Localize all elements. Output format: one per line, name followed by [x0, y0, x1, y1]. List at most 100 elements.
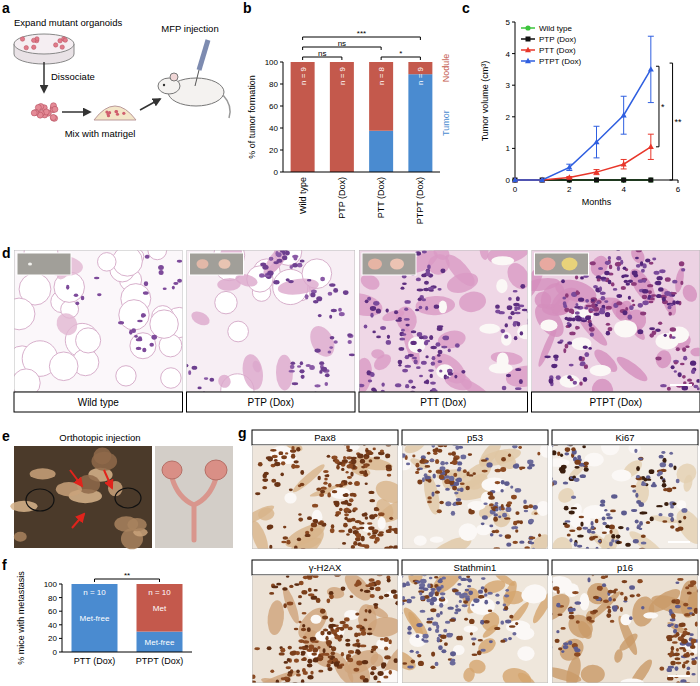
- cell: [108, 111, 111, 114]
- nucleus: [363, 618, 367, 621]
- nucleus: [336, 627, 342, 629]
- error-bar: [594, 126, 600, 158]
- nucleus: [447, 606, 453, 609]
- nucleus: [356, 527, 361, 529]
- nucleus: [254, 647, 260, 650]
- adipocyte: [150, 310, 178, 338]
- nucleus: [373, 301, 379, 306]
- nucleus: [484, 600, 488, 605]
- uterus: [172, 478, 216, 540]
- nucleus: [461, 370, 465, 374]
- image-label: γ-H2AX: [309, 562, 342, 573]
- label-box: [252, 430, 398, 445]
- nucleus: [638, 457, 643, 460]
- dish: [14, 34, 74, 54]
- nucleus: [662, 297, 666, 302]
- nucleus: [384, 646, 388, 650]
- nucleus: [296, 670, 300, 674]
- tissue: [550, 288, 575, 317]
- nucleus: [591, 297, 598, 302]
- nucleus: [319, 370, 322, 374]
- nucleus: [606, 323, 610, 326]
- nucleus: [481, 459, 487, 462]
- figure: abcdefgExpand mutant organoidsDissociate…: [0, 0, 700, 686]
- nucleus: [609, 530, 612, 534]
- nucleus: [66, 285, 69, 290]
- nucleus: [393, 658, 398, 663]
- nucleus: [436, 470, 443, 474]
- nucleus: [424, 381, 427, 384]
- nucleus: [372, 330, 376, 333]
- nucleus: [685, 346, 689, 349]
- x-axis-label: Months: [582, 197, 612, 207]
- adipocyte: [76, 328, 101, 353]
- nucleus: [324, 475, 329, 478]
- micrograph: [552, 575, 698, 683]
- nucleus: [504, 481, 510, 486]
- nucleus: [402, 369, 408, 373]
- nucleus: [371, 648, 376, 651]
- nucleus: [393, 594, 398, 599]
- error-bar: [648, 134, 654, 159]
- nucleus: [362, 660, 368, 664]
- nucleus: [331, 524, 335, 529]
- nucleus: [273, 280, 279, 284]
- y-axis-label: Tumor volume (cm³): [480, 61, 490, 142]
- panel-label: d: [2, 245, 11, 261]
- nucleus: [436, 485, 441, 487]
- lumen: [378, 517, 386, 530]
- nucleus: [515, 488, 521, 493]
- nucleus: [384, 637, 389, 642]
- nucleus: [364, 590, 370, 593]
- nucleus: [601, 296, 606, 300]
- tissue: [532, 276, 561, 293]
- nucleus: [327, 455, 331, 458]
- nucleus: [290, 365, 295, 369]
- tissue: [527, 531, 548, 549]
- nucleus: [574, 466, 579, 469]
- nucleus: [344, 513, 349, 516]
- nucleus: [454, 482, 459, 486]
- nucleus: [439, 597, 445, 601]
- nucleus: [602, 522, 607, 525]
- nucleus: [327, 492, 331, 497]
- nucleus: [468, 590, 473, 595]
- nucleus: [642, 301, 648, 306]
- lumen: [552, 458, 570, 466]
- nucleus: [507, 501, 512, 505]
- nucleus: [386, 465, 392, 469]
- nucleus: [328, 483, 332, 487]
- series-label: Tumor: [441, 110, 451, 136]
- nucleus: [463, 469, 467, 473]
- nucleus: [484, 620, 490, 624]
- nucleus: [564, 506, 569, 511]
- nucleus: [495, 593, 499, 596]
- nucleus: [641, 541, 647, 544]
- nucleus: [327, 660, 332, 663]
- nucleus: [361, 631, 367, 636]
- nucleus: [455, 608, 461, 612]
- image-label: Ki67: [615, 432, 634, 443]
- nucleus: [374, 507, 379, 511]
- nucleus: [377, 671, 383, 676]
- label-box: [402, 430, 548, 445]
- image-frame: [552, 445, 698, 549]
- nucleus: [670, 327, 676, 331]
- tissue: [613, 298, 635, 322]
- nucleus: [369, 499, 375, 502]
- error-bar: [621, 159, 627, 168]
- nucleus: [386, 340, 391, 345]
- nucleus: [371, 666, 376, 670]
- nucleus: [518, 446, 522, 449]
- image-label: PTT (Dox): [420, 397, 466, 408]
- micrograph: [14, 250, 183, 392]
- bar-segment: [369, 62, 393, 131]
- nucleus: [577, 534, 583, 537]
- nucleus: [318, 476, 321, 480]
- nucleus: [440, 635, 446, 639]
- nucleus: [386, 309, 389, 313]
- nucleus: [380, 326, 386, 330]
- tissue: [428, 348, 471, 389]
- nucleus: [495, 508, 498, 511]
- nucleus: [429, 577, 433, 580]
